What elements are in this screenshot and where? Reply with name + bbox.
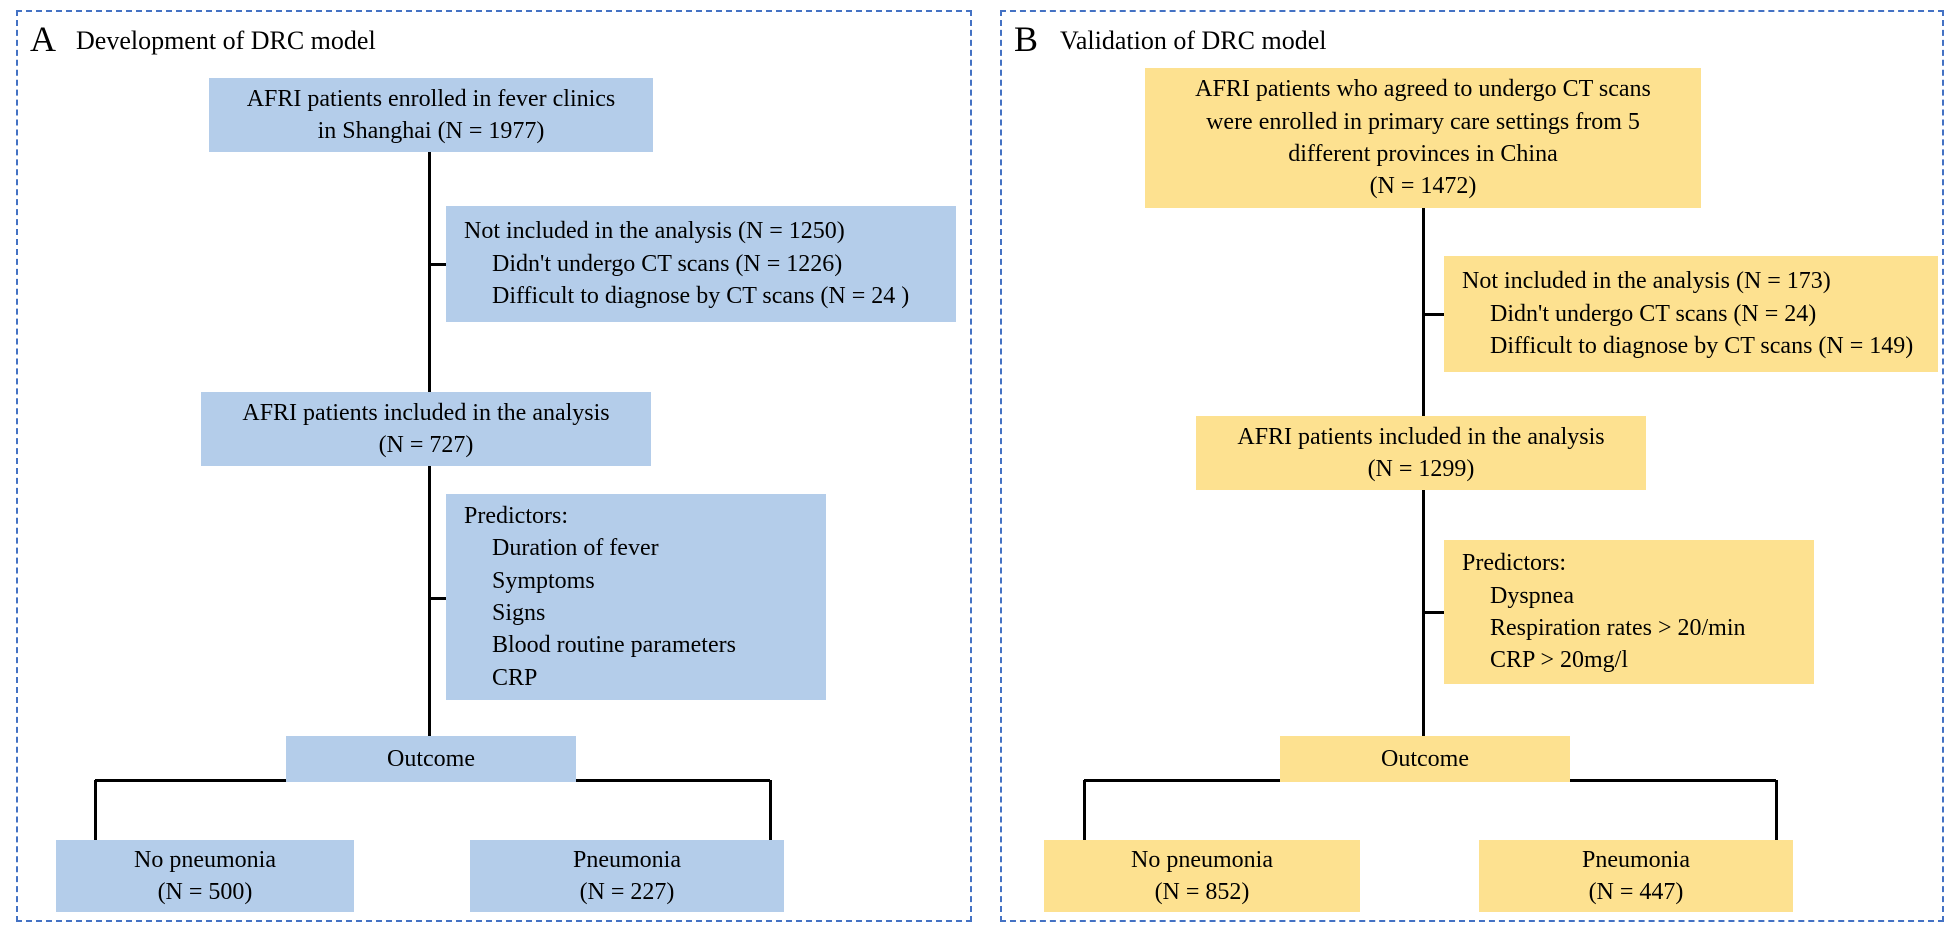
box-line: Signs — [464, 597, 545, 629]
box-line: Blood routine parameters — [464, 629, 736, 661]
box-line: Dyspnea — [1462, 580, 1574, 612]
flowchart-box-enroll: AFRI patients enrolled in fever clinicsi… — [209, 78, 653, 152]
box-line: Symptoms — [464, 565, 595, 597]
box-line: Respiration rates > 20/min — [1462, 612, 1746, 644]
box-line: Not included in the analysis (N = 173) — [1462, 265, 1831, 297]
connector-line — [1423, 313, 1444, 316]
connector-line — [1423, 611, 1444, 614]
panel-b-letter: B — [1014, 18, 1038, 60]
connector-line — [428, 152, 431, 392]
box-line: (N = 852) — [1155, 876, 1250, 908]
connector-line — [429, 263, 446, 266]
box-line: Pneumonia — [1582, 844, 1690, 876]
box-line: Predictors: — [464, 500, 568, 532]
box-line: No pneumonia — [134, 844, 276, 876]
box-line: Didn't undergo CT scans (N = 24) — [1462, 298, 1816, 330]
flowchart-box-included: AFRI patients included in the analysis(N… — [201, 392, 651, 466]
box-line: AFRI patients included in the analysis — [242, 397, 609, 429]
flowchart-box-pneumonia: Pneumonia(N = 227) — [470, 840, 784, 912]
connector-line — [769, 780, 772, 840]
panel-a-title: Development of DRC model — [76, 26, 376, 56]
box-line: Difficult to diagnose by CT scans (N = 2… — [464, 280, 909, 312]
box-line: AFRI patients included in the analysis — [1237, 421, 1604, 453]
box-line: CRP > 20mg/l — [1462, 644, 1628, 676]
flowchart-box-no_pneumonia: No pneumonia(N = 852) — [1044, 840, 1360, 912]
box-line: Didn't undergo CT scans (N = 1226) — [464, 248, 842, 280]
box-line: Difficult to diagnose by CT scans (N = 1… — [1462, 330, 1913, 362]
box-line: Predictors: — [1462, 547, 1566, 579]
flowchart-box-predictors: Predictors:Duration of feverSymptomsSign… — [446, 494, 826, 700]
connector-line — [1083, 780, 1086, 840]
connector-line — [428, 466, 431, 736]
box-line: Not included in the analysis (N = 1250) — [464, 215, 845, 247]
connector-line — [94, 780, 97, 840]
box-line: Outcome — [387, 743, 475, 775]
connector-line — [1775, 780, 1778, 840]
flowchart-box-pneumonia: Pneumonia(N = 447) — [1479, 840, 1793, 912]
flowchart-box-enroll: AFRI patients who agreed to undergo CT s… — [1145, 68, 1701, 208]
flowchart-box-outcome: Outcome — [286, 736, 576, 782]
connector-line — [429, 597, 446, 600]
box-line: No pneumonia — [1131, 844, 1273, 876]
box-line: AFRI patients enrolled in fever clinics — [247, 83, 616, 115]
panel-a-letter: A — [30, 18, 56, 60]
box-line: (N = 227) — [580, 876, 675, 908]
box-line: Outcome — [1381, 743, 1469, 775]
box-line: (N = 447) — [1589, 876, 1684, 908]
flowchart-box-excluded: Not included in the analysis (N = 1250)D… — [446, 206, 956, 322]
box-line: (N = 727) — [379, 429, 474, 461]
flowchart-box-outcome: Outcome — [1280, 736, 1570, 782]
box-line: (N = 1299) — [1368, 453, 1475, 485]
flowchart-box-excluded: Not included in the analysis (N = 173)Di… — [1444, 256, 1938, 372]
box-line: in Shanghai (N = 1977) — [318, 115, 545, 147]
box-line: different provinces in China — [1288, 138, 1557, 170]
box-line: Pneumonia — [573, 844, 681, 876]
box-line: CRP — [464, 662, 537, 694]
panel-b-title: Validation of DRC model — [1060, 26, 1326, 56]
flowchart-box-predictors: Predictors:DyspneaRespiration rates > 20… — [1444, 540, 1814, 684]
box-line: were enrolled in primary care settings f… — [1206, 106, 1640, 138]
box-line: Duration of fever — [464, 532, 659, 564]
flowchart-box-no_pneumonia: No pneumonia(N = 500) — [56, 840, 354, 912]
box-line: (N = 500) — [158, 876, 253, 908]
box-line: AFRI patients who agreed to undergo CT s… — [1195, 73, 1651, 105]
flowchart-box-included: AFRI patients included in the analysis(N… — [1196, 416, 1646, 490]
box-line: (N = 1472) — [1370, 170, 1477, 202]
